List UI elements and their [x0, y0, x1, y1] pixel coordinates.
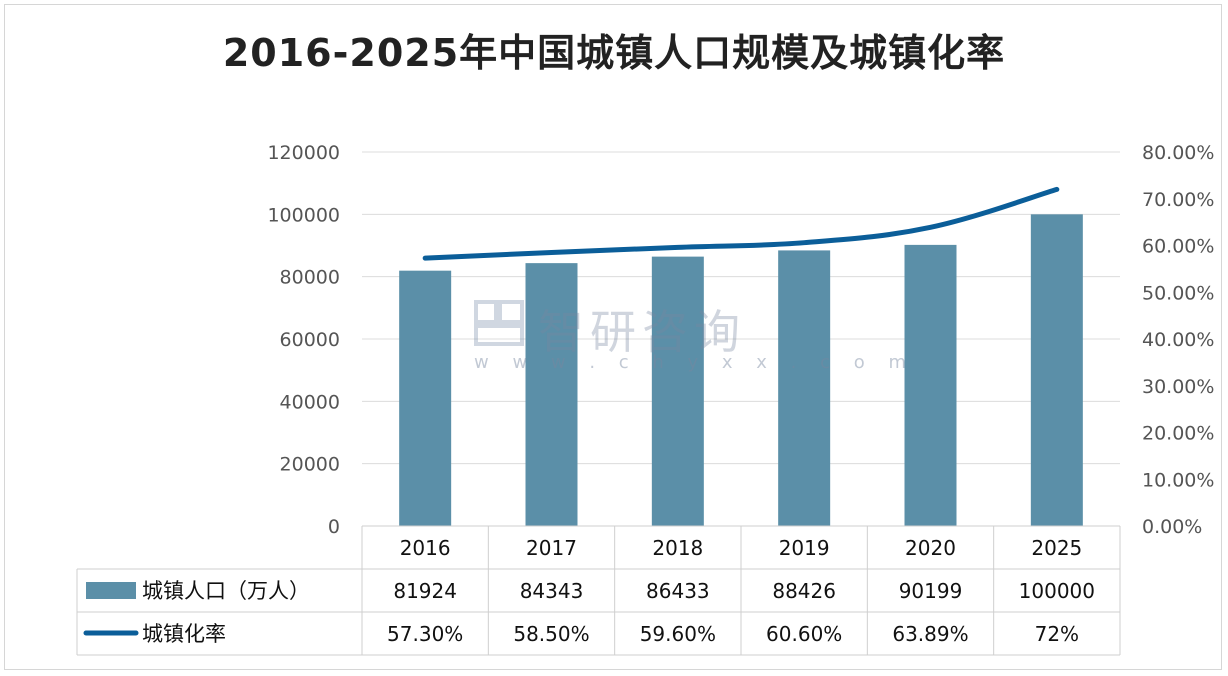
category-label: 2017: [526, 536, 577, 560]
left-axis-ticks: 0 20000 40000 60000 80000 100000 120000: [267, 142, 340, 538]
gridlines: [362, 151, 1120, 465]
right-tick-label: 20.00%: [1142, 423, 1214, 445]
category-label: 2025: [1031, 536, 1082, 560]
bar-value-label: 81924: [393, 579, 457, 603]
right-tick-label: 50.00%: [1142, 282, 1214, 304]
bar-value-label: 88426: [772, 579, 836, 603]
left-tick-label: 80000: [280, 267, 340, 289]
data-table: 2016 2017 2018 2019 2020 2025 81924 84343 86433 8…: [76, 525, 1121, 656]
category-label: 2016: [400, 536, 451, 560]
rate-value-label: 57.30%: [387, 622, 463, 646]
rate-value-label: 60.60%: [766, 622, 842, 646]
right-axis-ticks: 0.00% 10.00% 20.00% 30.00% 40.00% 50.00% 60.00…: [1142, 142, 1214, 538]
chart-frame: [4, 4, 1222, 670]
rate-value-label: 72%: [1035, 622, 1079, 646]
right-tick-label: 70.00%: [1142, 189, 1214, 211]
category-label: 2018: [652, 536, 703, 560]
legend-key-bar: [86, 582, 136, 599]
right-tick-label: 80.00%: [1142, 142, 1214, 164]
bar-value-label: 100000: [1019, 579, 1095, 603]
watermark-logo-icon: [474, 300, 524, 346]
right-tick-label: 40.00%: [1142, 329, 1214, 351]
rate-line: [422, 186, 1060, 261]
left-tick-label: 20000: [280, 454, 340, 476]
right-tick-label: 0.00%: [1142, 516, 1202, 538]
bar: [778, 250, 831, 526]
left-tick-label: 100000: [267, 204, 340, 226]
left-tick-label: 120000: [267, 142, 340, 164]
left-tick-label: 40000: [280, 391, 340, 413]
bar-value-label: 86433: [646, 579, 710, 603]
right-tick-label: 10.00%: [1142, 469, 1214, 491]
legend-label-bar: 城镇人口（万人）: [142, 579, 310, 603]
bar-value-label: 90199: [899, 579, 963, 603]
bar: [525, 263, 578, 526]
bar: [1030, 214, 1083, 527]
rate-value-label: 59.60%: [640, 622, 716, 646]
bar-value-label: 84343: [520, 579, 584, 603]
category-label: 2020: [905, 536, 956, 560]
right-tick-label: 60.00%: [1142, 236, 1214, 258]
rate-value-label: 63.89%: [892, 622, 968, 646]
watermark-url: w w w . c h y x x . c o m: [474, 352, 915, 373]
legend-label-line: 城镇化率: [142, 622, 226, 646]
bar: [904, 244, 957, 527]
watermark-text: 智研咨询: [538, 305, 746, 359]
chart-title: 2016-2025年中国城镇人口规模及城镇化率: [222, 31, 1006, 75]
rate-value-label: 58.50%: [513, 622, 589, 646]
bar: [399, 270, 452, 526]
line-series: [422, 186, 1060, 261]
left-tick-label: 0: [328, 516, 340, 538]
category-label: 2019: [779, 536, 830, 560]
bar-series: [399, 214, 1083, 527]
left-tick-label: 60000: [280, 329, 340, 351]
bar: [651, 256, 704, 526]
right-tick-label: 30.00%: [1142, 376, 1214, 398]
